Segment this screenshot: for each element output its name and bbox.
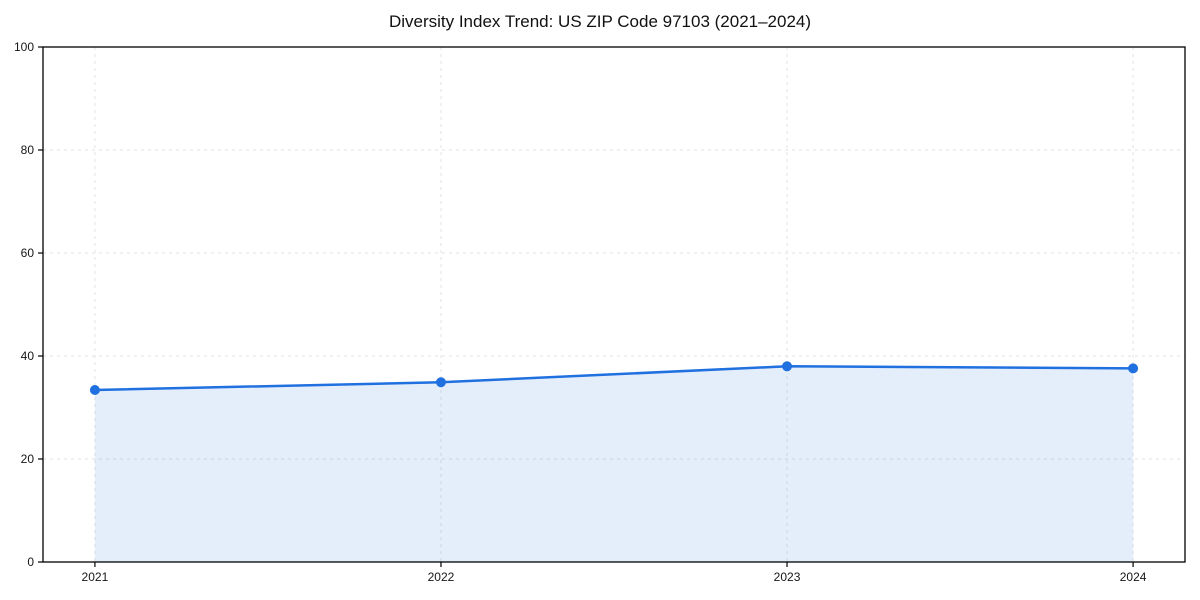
y-tick-label: 80: [21, 143, 35, 157]
trend-line: [93, 365, 1135, 392]
x-tick-label: 2022: [428, 570, 455, 584]
chart-title: Diversity Index Trend: US ZIP Code 97103…: [388, 12, 812, 31]
x-tick-label: 2024: [1120, 570, 1147, 584]
y-tick-label: 40: [21, 349, 35, 363]
y-tick-label: 100: [14, 40, 34, 54]
data-point-2024: [1128, 363, 1139, 374]
data-point-2023: [782, 361, 793, 372]
x-tick-label: 2023: [774, 570, 801, 584]
y-tick-label: 20: [21, 452, 35, 466]
x-tick-label: 2021: [82, 570, 109, 584]
data-point-2021: [89, 384, 100, 395]
data-point-2022: [435, 377, 446, 388]
area-fill: [94, 366, 1134, 562]
y-tick-label: 60: [21, 246, 35, 260]
plot-border: [42, 46, 1186, 563]
y-tick-label: 0: [27, 555, 34, 569]
